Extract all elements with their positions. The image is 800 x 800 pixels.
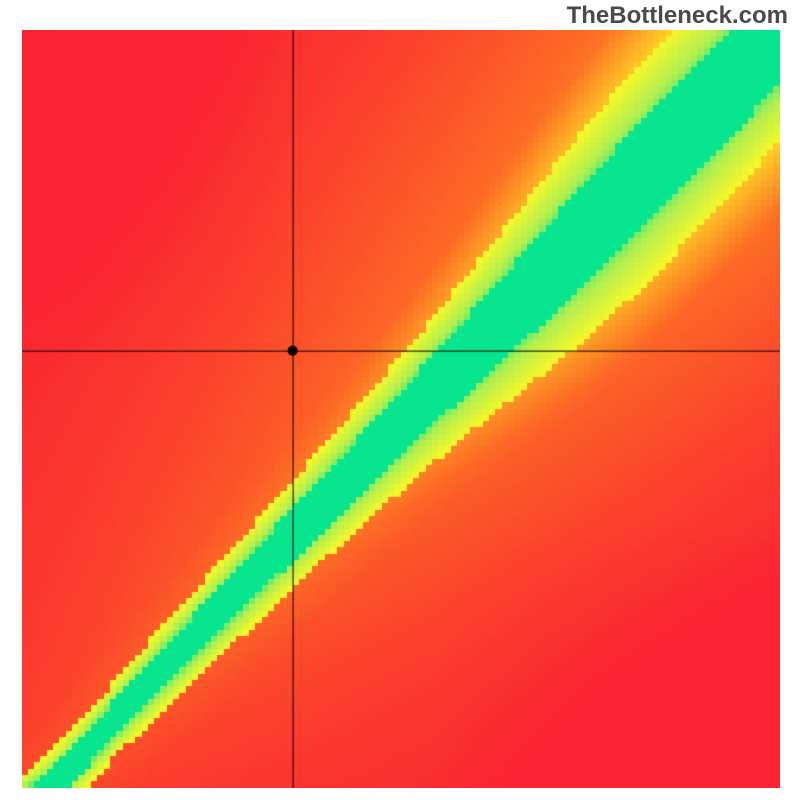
chart-container: TheBottleneck.com: [0, 0, 800, 800]
bottleneck-heatmap: [22, 30, 780, 788]
watermark-text: TheBottleneck.com: [567, 2, 788, 30]
